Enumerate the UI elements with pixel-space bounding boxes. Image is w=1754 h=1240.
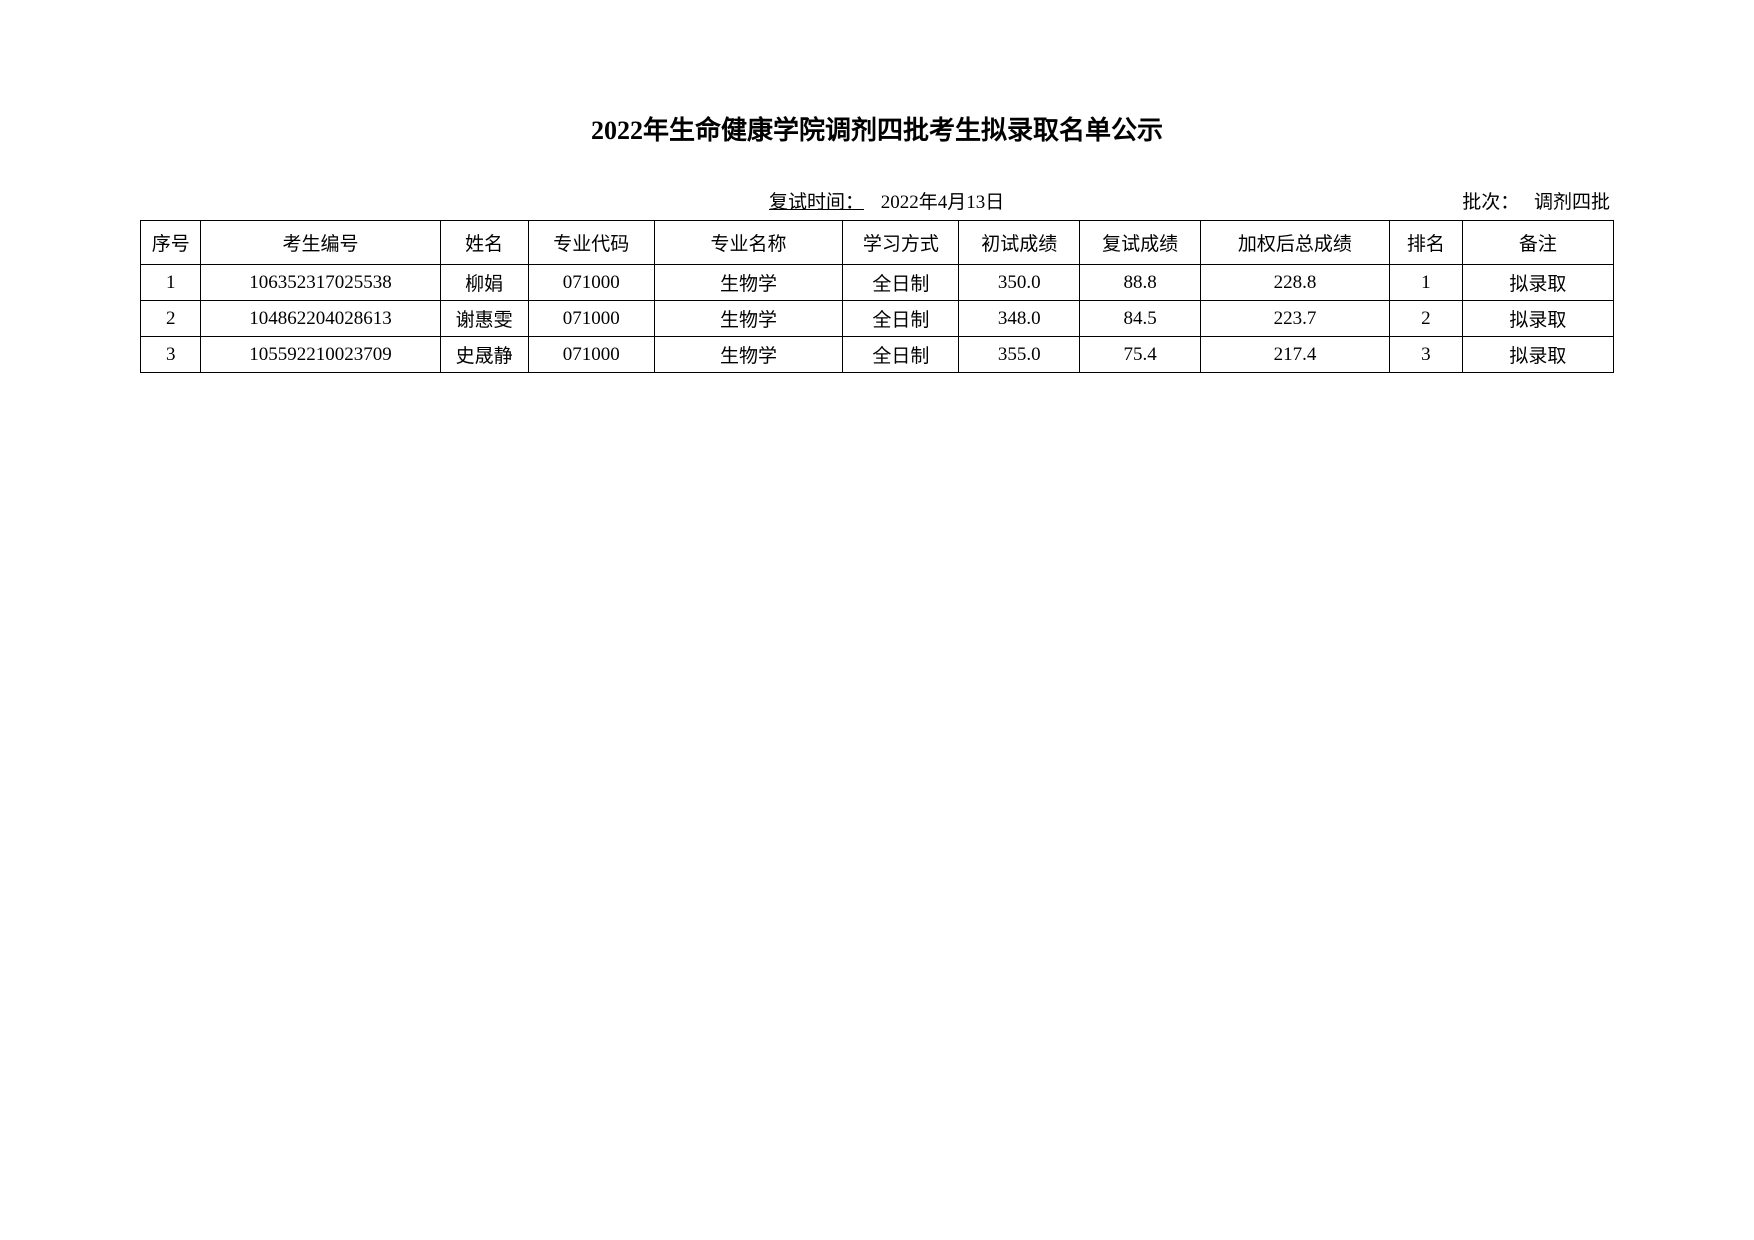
cell-retest: 88.8 <box>1080 265 1201 301</box>
cell-prelim: 348.0 <box>959 301 1080 337</box>
table-row: 2 104862204028613 谢惠雯 071000 生物学 全日制 348… <box>141 301 1614 337</box>
cell-retest: 75.4 <box>1080 337 1201 373</box>
cell-major-name: 生物学 <box>654 337 843 373</box>
header-seq: 序号 <box>141 221 201 265</box>
batch-info: 批次： 调剂四批 <box>1462 187 1610 214</box>
cell-id: 106352317025538 <box>201 265 440 301</box>
header-weighted: 加权后总成绩 <box>1201 221 1390 265</box>
table-row: 1 106352317025538 柳娟 071000 生物学 全日制 350.… <box>141 265 1614 301</box>
cell-prelim: 355.0 <box>959 337 1080 373</box>
meta-row: 复试时间： 2022年4月13日 批次： 调剂四批 <box>140 187 1614 214</box>
cell-id: 104862204028613 <box>201 301 440 337</box>
cell-remark: 拟录取 <box>1462 337 1613 373</box>
table-header-row: 序号 考生编号 姓名 专业代码 专业名称 学习方式 初试成绩 复试成绩 加权后总… <box>141 221 1614 265</box>
cell-seq: 2 <box>141 301 201 337</box>
cell-rank: 3 <box>1389 337 1462 373</box>
cell-retest: 84.5 <box>1080 301 1201 337</box>
cell-major-code: 071000 <box>528 337 654 373</box>
batch-label: 批次： <box>1462 192 1519 213</box>
table-row: 3 105592210023709 史晟静 071000 生物学 全日制 355… <box>141 337 1614 373</box>
cell-study: 全日制 <box>843 265 959 301</box>
cell-major-name: 生物学 <box>654 265 843 301</box>
header-remark: 备注 <box>1462 221 1613 265</box>
cell-rank: 1 <box>1389 265 1462 301</box>
cell-major-code: 071000 <box>528 301 654 337</box>
cell-seq: 3 <box>141 337 201 373</box>
cell-name: 柳娟 <box>440 265 528 301</box>
header-id: 考生编号 <box>201 221 440 265</box>
header-prelim: 初试成绩 <box>959 221 1080 265</box>
header-study: 学习方式 <box>843 221 959 265</box>
cell-name: 史晟静 <box>440 337 528 373</box>
batch-value: 调剂四批 <box>1534 192 1610 213</box>
cell-prelim: 350.0 <box>959 265 1080 301</box>
cell-study: 全日制 <box>843 301 959 337</box>
header-name: 姓名 <box>440 221 528 265</box>
cell-remark: 拟录取 <box>1462 301 1613 337</box>
page-title: 2022年生命健康学院调剂四批考生拟录取名单公示 <box>140 110 1614 147</box>
cell-major-name: 生物学 <box>654 301 843 337</box>
cell-name: 谢惠雯 <box>440 301 528 337</box>
cell-weighted: 223.7 <box>1201 301 1390 337</box>
header-major-code: 专业代码 <box>528 221 654 265</box>
header-major-name: 专业名称 <box>654 221 843 265</box>
cell-id: 105592210023709 <box>201 337 440 373</box>
header-rank: 排名 <box>1389 221 1462 265</box>
cell-rank: 2 <box>1389 301 1462 337</box>
cell-study: 全日制 <box>843 337 959 373</box>
header-retest: 复试成绩 <box>1080 221 1201 265</box>
retest-time: 复试时间： 2022年4月13日 <box>769 187 1004 214</box>
cell-major-code: 071000 <box>528 265 654 301</box>
cell-seq: 1 <box>141 265 201 301</box>
cell-weighted: 228.8 <box>1201 265 1390 301</box>
cell-remark: 拟录取 <box>1462 265 1613 301</box>
retest-time-value: 2022年4月13日 <box>881 192 1005 213</box>
meta-spacer <box>144 187 769 214</box>
cell-weighted: 217.4 <box>1201 337 1390 373</box>
admission-table: 序号 考生编号 姓名 专业代码 专业名称 学习方式 初试成绩 复试成绩 加权后总… <box>140 220 1614 373</box>
retest-time-label: 复试时间： <box>769 192 864 213</box>
